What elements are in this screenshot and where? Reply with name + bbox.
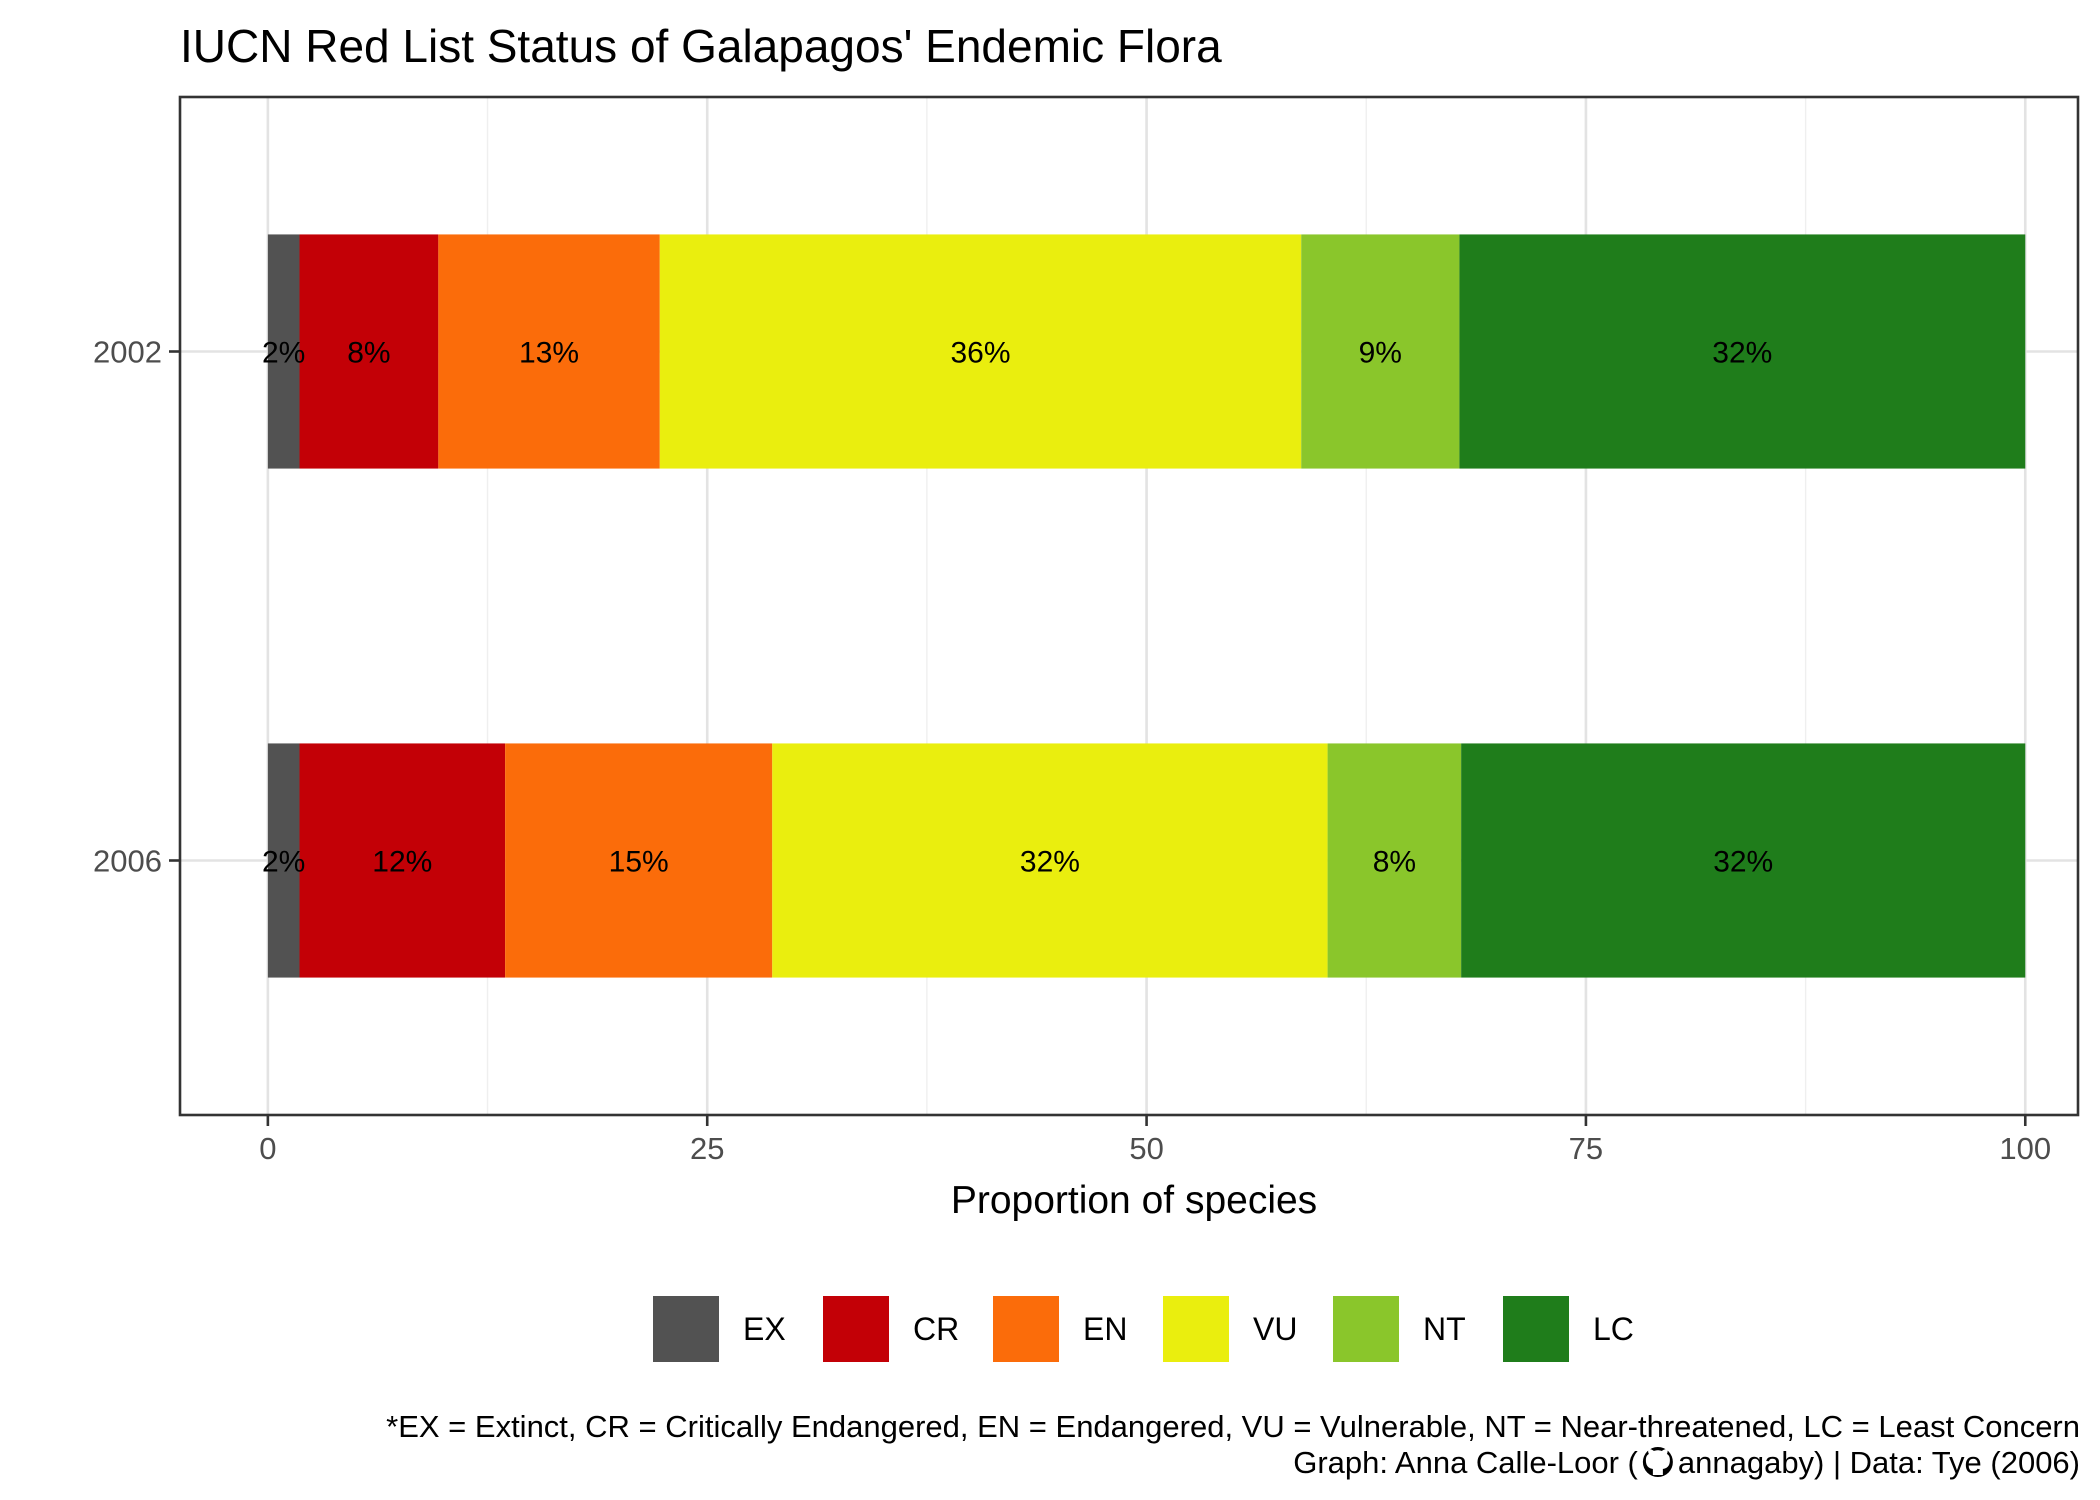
y-axis: 2002 2006	[93, 335, 180, 879]
bar-label-en-2002: 13%	[519, 337, 579, 370]
legend-label-vu: VU	[1253, 1311, 1297, 1347]
legend-key-en	[993, 1296, 1059, 1362]
caption-credit: Graph: Anna Calle-Loor (	[1293, 1445, 1638, 1480]
bar-label-nt-2002: 9%	[1359, 337, 1402, 370]
bar-label-vu-2006: 32%	[1020, 846, 1080, 879]
legend-label-cr: CR	[913, 1311, 959, 1347]
bar-lc-2006	[1461, 743, 2026, 978]
legend-label-nt: NT	[1423, 1311, 1466, 1347]
x-tick-label: 0	[259, 1131, 276, 1166]
github-icon	[1642, 1447, 1673, 1477]
bar-label-lc-2002: 32%	[1712, 337, 1772, 370]
legend: EX CR EN VU NT LC	[653, 1296, 1634, 1362]
chart-title: IUCN Red List Status of Galapagos' Endem…	[180, 20, 1222, 72]
bar-cr-2002	[299, 234, 439, 469]
bar-en-2006	[505, 743, 773, 978]
y-tick-label: 2006	[93, 844, 162, 879]
bar-vu-2006	[772, 743, 1328, 978]
bar-nt-2002	[1301, 234, 1460, 469]
legend-label-en: EN	[1083, 1311, 1127, 1347]
bar-nt-2006	[1327, 743, 1462, 978]
y-tick-label: 2002	[93, 335, 162, 370]
bar-label-cr-2002: 8%	[347, 337, 390, 370]
x-tick-label: 100	[1999, 1131, 2051, 1166]
bar-labels: 2% 8% 13% 36% 9% 32% 2% 12% 15% 32% 8% 32%	[262, 337, 1773, 879]
bar-ex-2002	[267, 234, 300, 469]
legend-key-cr	[823, 1296, 889, 1362]
x-axis-title: Proportion of species	[951, 1179, 1317, 1222]
x-tick-label: 50	[1129, 1131, 1163, 1166]
bar-label-nt-2006: 8%	[1373, 846, 1416, 879]
bar-ex-2006	[267, 743, 300, 978]
legend-label-ex: EX	[743, 1311, 786, 1347]
legend-key-lc	[1503, 1296, 1569, 1362]
bar-cr-2006	[299, 743, 506, 978]
x-tick-label: 25	[690, 1131, 724, 1166]
bar-lc-2002	[1459, 234, 2026, 469]
legend-key-nt	[1333, 1296, 1399, 1362]
bar-label-en-2006: 15%	[609, 846, 669, 879]
x-tick-label: 75	[1569, 1131, 1603, 1166]
bar-en-2002	[438, 234, 660, 469]
legend-key-vu	[1163, 1296, 1229, 1362]
bar-label-vu-2002: 36%	[950, 337, 1010, 370]
bar-label-lc-2006: 32%	[1713, 846, 1773, 879]
x-axis: 0 25 50 75 100	[259, 1115, 2051, 1166]
bar-label-cr-2006: 12%	[372, 846, 432, 879]
legend-label-lc: LC	[1593, 1311, 1634, 1347]
caption-line-1: *EX = Extinct, CR = Critically Endangere…	[386, 1409, 2080, 1444]
panel-border	[178, 95, 2080, 1117]
caption-line-2: Graph: Anna Calle-Loor ( annagaby) | Dat…	[1293, 1445, 2080, 1480]
bar-vu-2002	[659, 234, 1302, 469]
legend-key-ex	[653, 1296, 719, 1362]
bar-label-ex-2002: 2%	[262, 337, 305, 370]
bar-label-ex-2006: 2%	[262, 846, 305, 879]
caption-source: annagaby) | Data: Tye (2006)	[1678, 1445, 2080, 1480]
bars	[267, 234, 2026, 978]
